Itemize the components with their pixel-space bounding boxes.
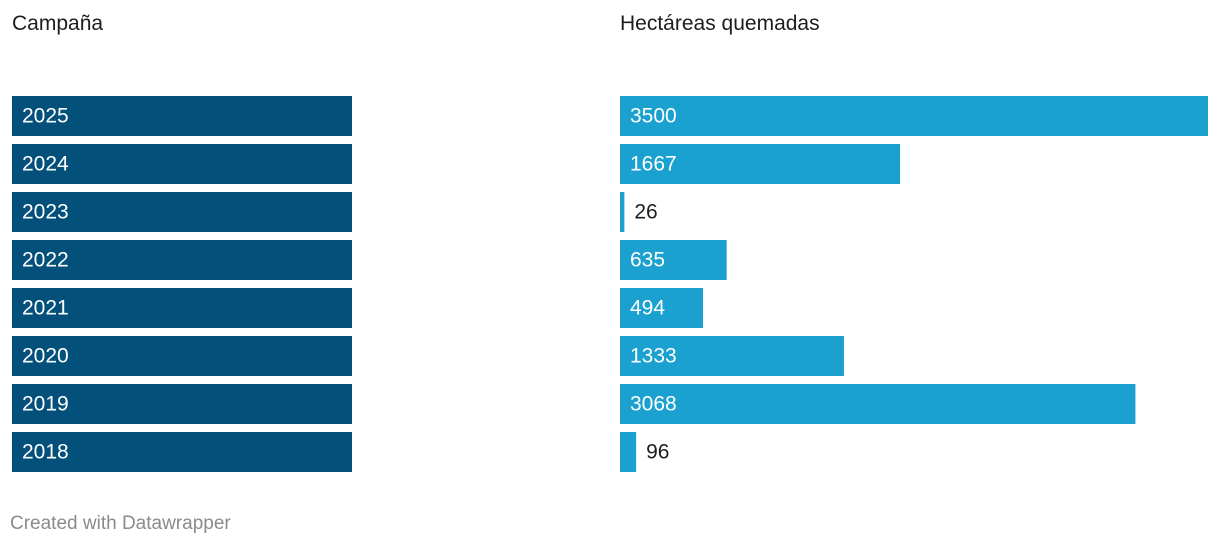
category-label-2021: 2021 [22, 297, 69, 320]
category-cell-2018 [12, 432, 352, 472]
category-label-2023: 2023 [22, 201, 69, 224]
value-label-2025: 3500 [630, 105, 677, 128]
category-cell-2019 [12, 384, 352, 424]
category-label-2020: 2020 [22, 345, 69, 368]
category-cell-2023 [12, 192, 352, 232]
category-label-2024: 2024 [22, 153, 69, 176]
value-label-2020: 1333 [630, 345, 677, 368]
value-label-2021: 494 [630, 297, 665, 320]
category-cell-2025 [12, 96, 352, 136]
value-label-2023: 26 [634, 201, 657, 224]
category-cell-2020 [12, 336, 352, 376]
value-label-2024: 1667 [630, 153, 677, 176]
category-label-2019: 2019 [22, 393, 69, 416]
category-cell-2021 [12, 288, 352, 328]
category-label-2022: 2022 [22, 249, 69, 272]
value-bar-2021 [620, 288, 703, 328]
value-label-2019: 3068 [630, 393, 677, 416]
value-bar-2019 [620, 384, 1136, 424]
category-label-2025: 2025 [22, 105, 69, 128]
value-bar-2024 [620, 144, 901, 184]
column-header-campana: Campaña [12, 12, 104, 35]
value-label-2022: 635 [630, 249, 665, 272]
value-bar-2018 [620, 432, 637, 472]
value-bar-2025 [620, 96, 1208, 136]
category-cell-2022 [12, 240, 352, 280]
value-bar-2022 [620, 240, 727, 280]
value-label-2018: 96 [646, 441, 669, 464]
category-cell-2024 [12, 144, 352, 184]
footer-credit: Created with Datawrapper [10, 513, 231, 534]
category-label-2018: 2018 [22, 441, 69, 464]
value-bar-2020 [620, 336, 844, 376]
value-bar-2023 [620, 192, 625, 232]
column-header-hectareas-quemadas: Hectáreas quemadas [620, 12, 820, 35]
